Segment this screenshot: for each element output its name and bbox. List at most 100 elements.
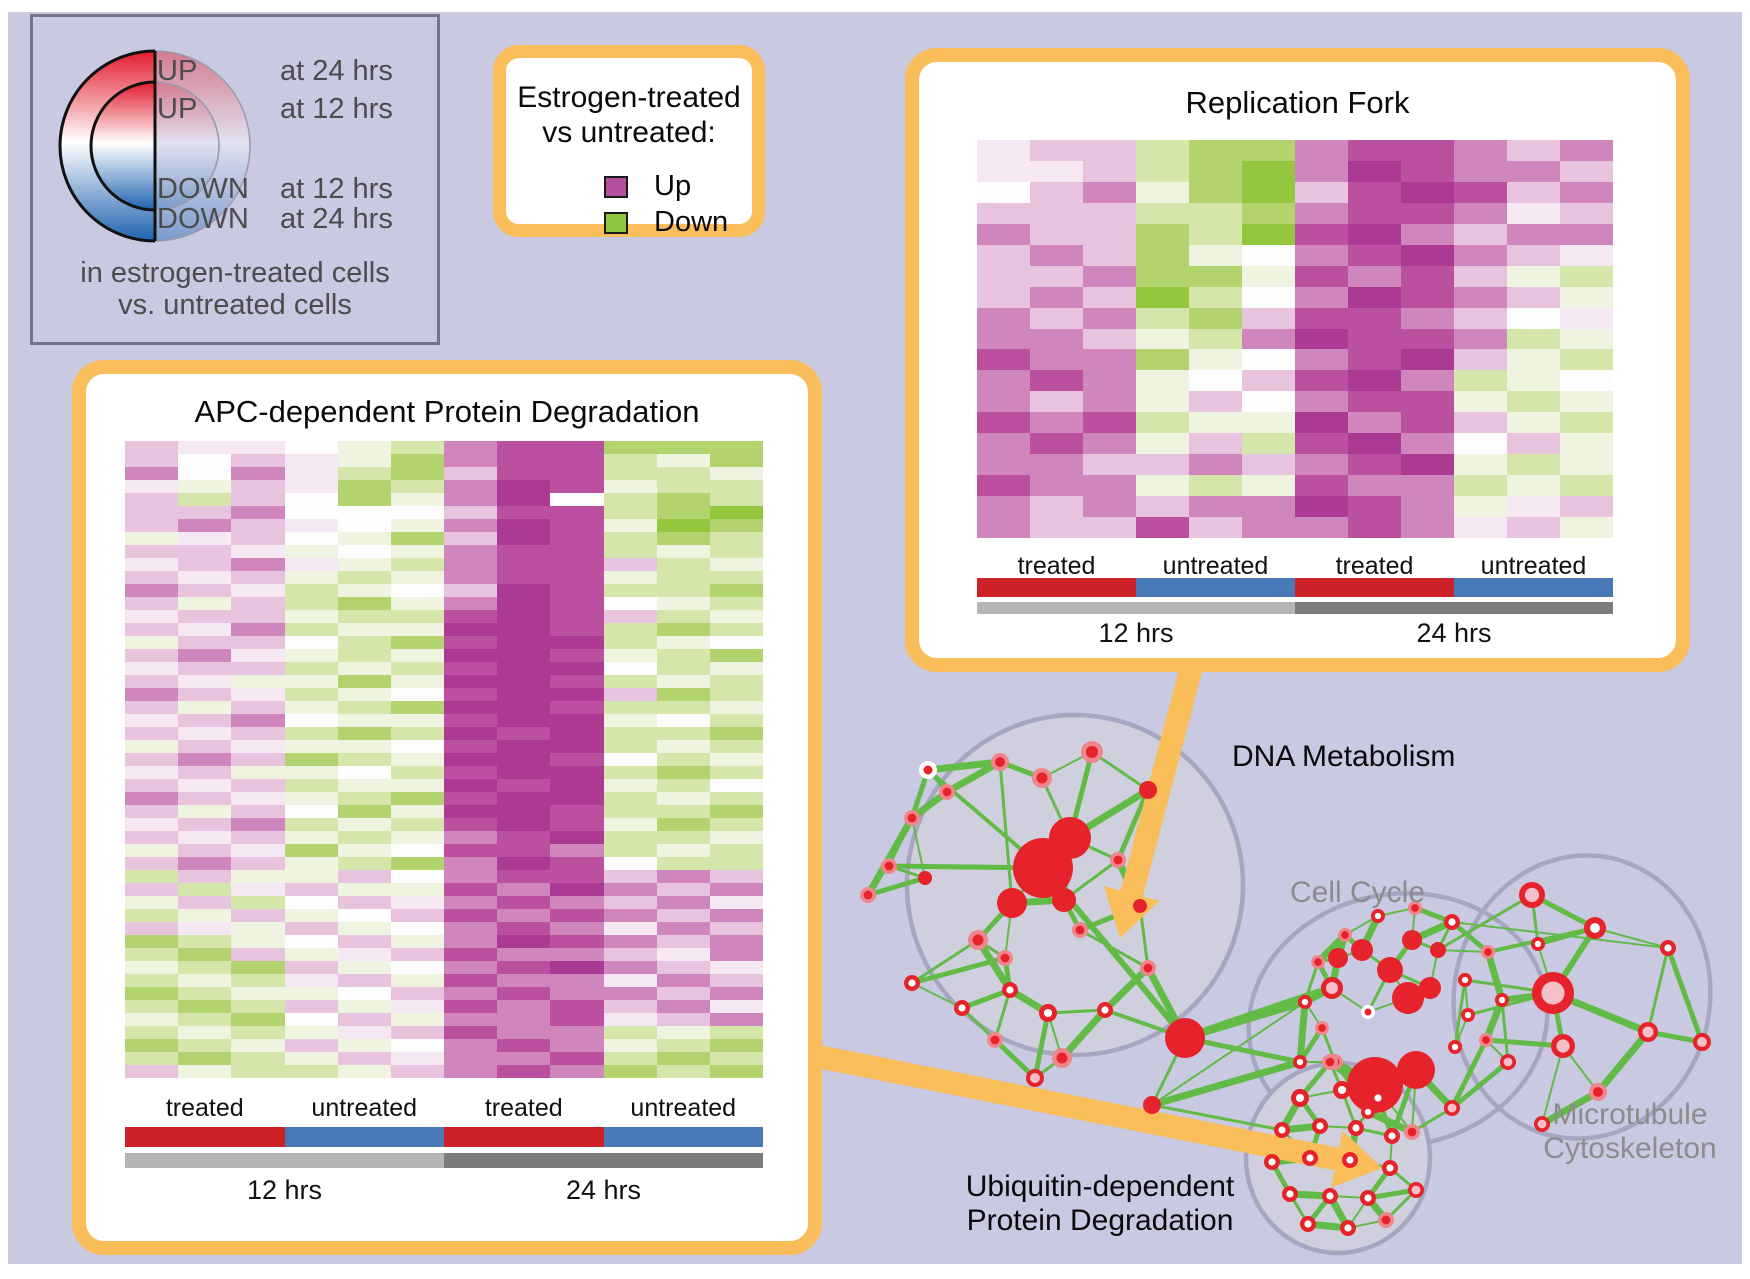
heatmap-cell: [603, 818, 657, 831]
heatmap-cell: [1030, 496, 1083, 518]
heatmap-cell: [444, 545, 498, 558]
heatmap-cell: [444, 532, 498, 545]
legend-footer-line2: vs. untreated cells: [118, 289, 352, 321]
heatmap-cell: [125, 454, 179, 467]
heatmap-cell: [284, 727, 338, 740]
heatmap-cell: [337, 480, 391, 493]
heatmap-cell: [1560, 496, 1613, 518]
heatmap-cell: [497, 935, 551, 948]
heatmap-cell: [390, 1065, 444, 1078]
heatmap-cell: [284, 597, 338, 610]
heatmap-cell: [337, 545, 391, 558]
heatmap-cell: [497, 1065, 551, 1078]
heatmap-cell: [1242, 307, 1295, 329]
heatmap-cell: [1083, 496, 1136, 518]
estrogen-legend-title-line1: Estrogen-treated: [517, 81, 741, 114]
heatmap-cell: [497, 714, 551, 727]
heatmap-cell: [231, 571, 285, 584]
heatmap-cell: [497, 662, 551, 675]
heatmap-cell: [1136, 265, 1189, 287]
heatmap-cell: [231, 779, 285, 792]
heatmap-cell: [1560, 391, 1613, 413]
heatmap-cell: [178, 818, 232, 831]
heatmap-cell: [125, 779, 179, 792]
legend-down-24-time: at 24 hrs: [280, 203, 393, 235]
heatmap-cell: [1242, 286, 1295, 308]
heatmap-cell: [1507, 496, 1560, 518]
heatmap-cell: [284, 909, 338, 922]
heatmap-cell: [550, 883, 604, 896]
heatmap-cell: [337, 922, 391, 935]
heatmap-cell: [444, 714, 498, 727]
heatmap-cell: [603, 623, 657, 636]
heatmap-cell: [390, 688, 444, 701]
heatmap-cell: [178, 649, 232, 662]
heatmap-cell: [1295, 140, 1348, 161]
heatmap-cell: [125, 506, 179, 519]
heatmap-cell: [337, 662, 391, 675]
heatmap-cell: [231, 597, 285, 610]
heatmap-cell: [656, 727, 710, 740]
heatmap-cell: [231, 1039, 285, 1052]
heatmap-cell: [709, 987, 763, 1000]
heatmap-cell: [1560, 517, 1613, 538]
heatmap-cell: [1295, 349, 1348, 371]
heatmap-cell: [231, 545, 285, 558]
heatmap-cell: [1242, 412, 1295, 434]
heatmap-cell: [178, 532, 232, 545]
heatmap-cell: [550, 675, 604, 688]
heatmap-cell: [709, 1065, 763, 1078]
heatmap-cell: [1507, 391, 1560, 413]
heatmap-cell: [125, 987, 179, 1000]
heatmap-cell: [497, 688, 551, 701]
heatmap-cell: [1136, 223, 1189, 245]
heatmap-cell: [603, 857, 657, 870]
heatmap-cell: [390, 935, 444, 948]
heatmap-cell: [231, 831, 285, 844]
heatmap-cell: [1136, 328, 1189, 350]
heatmap-cell: [125, 753, 179, 766]
heatmap-cell: [337, 688, 391, 701]
heatmap-cell: [178, 454, 232, 467]
heatmap-cell: [603, 662, 657, 675]
heatmap-cell: [603, 805, 657, 818]
heatmap-cell: [603, 519, 657, 532]
heatmap-cell: [1083, 140, 1136, 161]
heatmap-cell: [550, 584, 604, 597]
heatmap-cell: [603, 935, 657, 948]
heatmap-cell: [1189, 475, 1242, 497]
heatmap-cell: [284, 779, 338, 792]
heatmap-cell: [284, 1013, 338, 1026]
heatmap-cell: [497, 818, 551, 831]
heatmap-cell: [1083, 244, 1136, 266]
heatmap-cell: [390, 1052, 444, 1065]
heatmap-cell: [337, 974, 391, 987]
heatmap-cell: [231, 1013, 285, 1026]
heatmap-cell: [284, 1039, 338, 1052]
heatmap-cell: [178, 831, 232, 844]
heatmap-cell: [1507, 328, 1560, 350]
heatmap-cell: [709, 1039, 763, 1052]
heatmap-cell: [977, 349, 1030, 371]
heatmap-cell: [390, 857, 444, 870]
heatmap-cell: [231, 857, 285, 870]
heatmap-cell: [337, 883, 391, 896]
heatmap-cell: [284, 753, 338, 766]
heatmap-cell: [1348, 496, 1401, 518]
heatmap-cell: [550, 623, 604, 636]
heatmap-cell: [390, 675, 444, 688]
heatmap-cell: [1136, 496, 1189, 518]
heatmap-cell: [656, 1065, 710, 1078]
heatmap-cell: [497, 831, 551, 844]
rf-group-label-untreated-12: untreated: [1162, 552, 1269, 580]
heatmap-cell: [497, 844, 551, 857]
heatmap-cell: [390, 844, 444, 857]
heatmap-cell: [656, 883, 710, 896]
heatmap-cell: [231, 896, 285, 909]
heatmap-cell: [1030, 412, 1083, 434]
heatmap-cell: [550, 961, 604, 974]
heatmap-cell: [1242, 244, 1295, 266]
heatmap-cell: [1348, 433, 1401, 455]
heatmap-cell: [497, 506, 551, 519]
heatmap-cell: [1507, 307, 1560, 329]
